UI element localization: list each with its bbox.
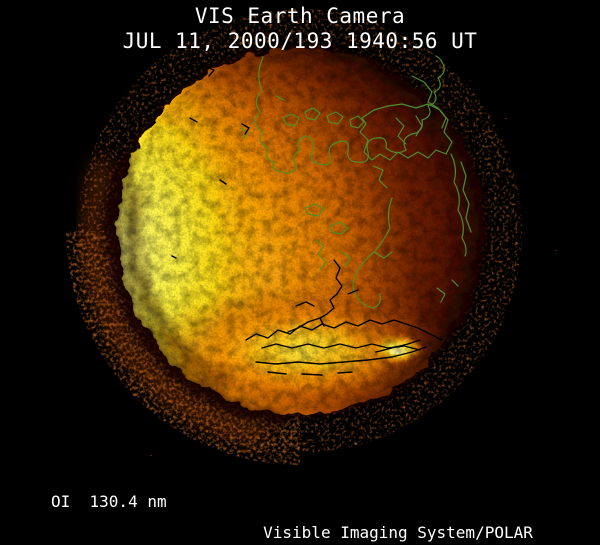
- continent-outlines-green: [239, 55, 472, 309]
- timestamp-label: JUL 11, 2000/193 1940:56 UT: [122, 29, 478, 53]
- wavelength-label: OI 130.4 nm: [51, 492, 167, 511]
- continent-outlines-black: [171, 65, 443, 376]
- outer-limb-glow: [84, 156, 266, 443]
- page-title: VIS Earth Camera: [194, 4, 406, 28]
- credits-block: Visible Imaging System/POLAR The Univers…: [230, 492, 566, 545]
- credit-line-instrument: Visible Imaging System/POLAR: [263, 523, 533, 542]
